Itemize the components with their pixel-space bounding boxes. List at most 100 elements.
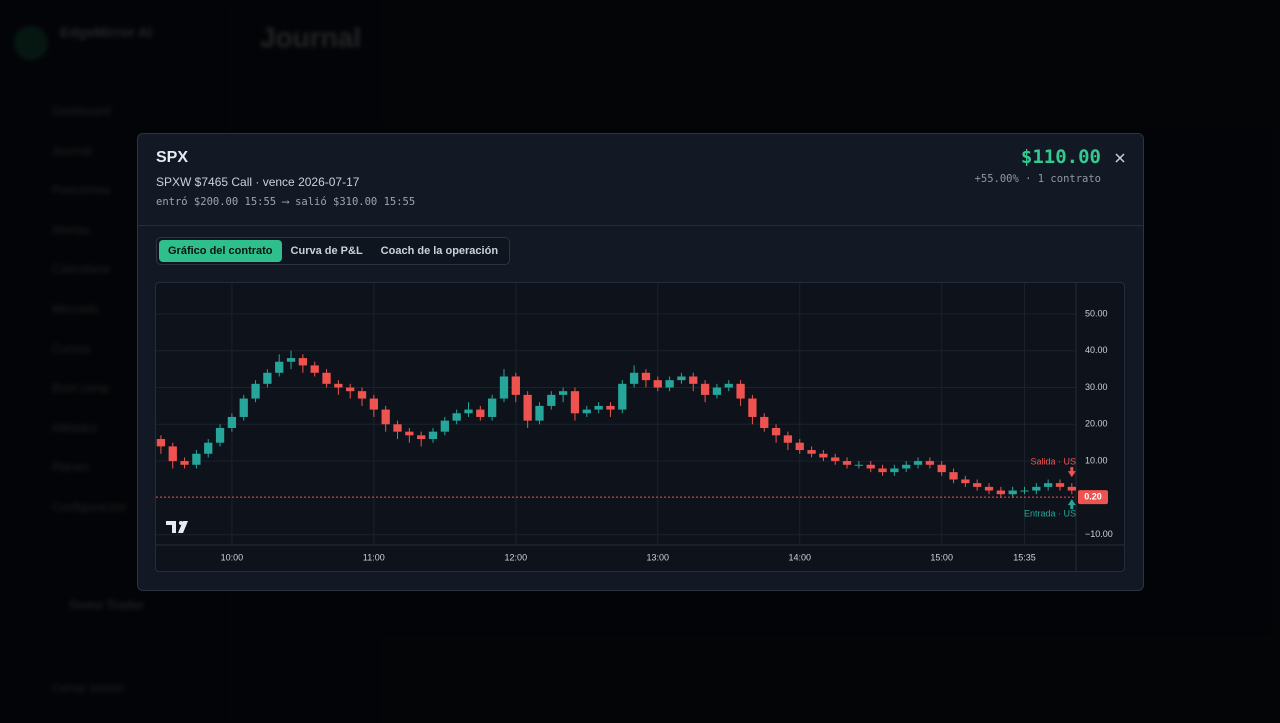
candle-body [819, 453, 828, 458]
nav-item[interactable]: Boot camp [52, 381, 110, 396]
candle-body [570, 391, 580, 414]
candle-body [842, 461, 852, 465]
candle-body [239, 398, 248, 417]
page-title: Journal [260, 22, 362, 53]
candle-body [866, 464, 875, 469]
candle-body [712, 387, 722, 395]
candle-body [180, 461, 189, 465]
pnl: $110.00 [1020, 146, 1101, 168]
candle-body [275, 361, 284, 373]
contract: SPXW $7465 Call · vence 2026-07-17 [156, 175, 360, 189]
candle-body [523, 394, 532, 421]
candle-body [783, 435, 793, 443]
candle-body [925, 461, 935, 465]
nav-item[interactable]: Alertas [52, 222, 90, 237]
candle-body [641, 372, 651, 381]
candle-body [547, 394, 556, 406]
tabs: Gráfico del contrato Curva de P&L Coach de… [156, 237, 511, 265]
candle-body [168, 446, 177, 462]
candle-body [736, 383, 745, 399]
candle-body [417, 435, 426, 440]
nav-item[interactable]: Journal [52, 143, 92, 158]
x-tick-label: 15:00 [930, 552, 953, 562]
candle-body [949, 472, 958, 480]
y-tick-label: 20.00 [1085, 419, 1108, 429]
close-button[interactable] [1115, 153, 1125, 163]
y-tick-label: 40.00 [1085, 345, 1108, 355]
candle-body [629, 372, 639, 384]
y-tick-label: 30.00 [1085, 382, 1108, 392]
candle-body [251, 383, 260, 399]
nav-item[interactable]: Dashboard [52, 104, 111, 118]
candle-body [511, 376, 520, 395]
candle-body [1020, 490, 1029, 492]
candle-body [760, 416, 769, 428]
x-tick-label: 14:00 [788, 552, 811, 562]
candle-body [476, 409, 485, 417]
candle-body [665, 380, 674, 388]
nav-item[interactable]: Configuración [52, 500, 127, 514]
tab[interactable]: Coach de la operación [380, 245, 499, 257]
candle-body [346, 387, 355, 392]
candle-body [913, 461, 923, 465]
logo [14, 26, 48, 60]
candle-body [1032, 486, 1041, 491]
y-tick-label: −10.00 [1085, 529, 1113, 539]
candle-body [405, 431, 414, 436]
nav-item[interactable]: Cursos [52, 341, 91, 356]
candle-body [689, 376, 698, 384]
nav-item[interactable]: Planes [52, 460, 89, 475]
candle-body [1044, 483, 1053, 487]
candle-body [192, 453, 201, 465]
candle-body [452, 413, 461, 421]
tv-logo [166, 521, 188, 533]
candle-body [653, 380, 662, 388]
candle-body [996, 490, 1005, 495]
candle-body [878, 468, 887, 473]
nav-item[interactable]: Posiciones [52, 183, 111, 198]
candle-body [322, 372, 331, 384]
candle-body [156, 439, 166, 447]
candle-body [700, 383, 710, 395]
x-tick-label: 12:00 [505, 552, 528, 562]
candle-body [204, 442, 213, 454]
x-tick-label: 13:00 [647, 552, 670, 562]
candle-body [558, 391, 568, 395]
candle-body [582, 409, 591, 414]
candle-body [381, 409, 390, 425]
y-tick-label: 50.00 [1085, 308, 1108, 318]
candle-body [499, 376, 509, 399]
price-label-bg [1078, 490, 1108, 505]
symbol: SPX [156, 149, 189, 166]
nav-item[interactable]: Calendario [52, 262, 111, 277]
tab[interactable]: Gráfico del contrato [159, 240, 282, 262]
pnl-detail: +55.00% · 1 contrato [974, 173, 1101, 185]
candle-body [1008, 490, 1017, 495]
logout[interactable]: Cerrar sesión [52, 681, 125, 695]
y-tick-label: 10.00 [1085, 455, 1108, 465]
sidebar: EdgeMirror AI Dashboard Journal Posiciones… [0, 0, 231, 723]
chart-box: 50.00 40.00 30.00 20.00 10.00 −10.00 10:00 11:0… [155, 282, 1125, 572]
candle-body [393, 424, 402, 432]
candle-body [961, 479, 970, 484]
trade-summary: entró $200.00 15:55 ⟶ salió $310.00 15:5… [156, 196, 416, 208]
candle-body [724, 383, 733, 388]
tab[interactable]: Curva de P&L [290, 245, 363, 257]
candle-body [263, 372, 272, 384]
exit-marker [1067, 467, 1076, 478]
candle-body [807, 450, 816, 454]
candle-body [464, 409, 473, 414]
candle-body [594, 405, 603, 410]
candle-body [831, 457, 840, 462]
candle-body [984, 486, 994, 491]
brand: EdgeMirror AI [60, 24, 153, 40]
candle-body [357, 391, 367, 399]
nav-item[interactable]: Mercado [52, 302, 99, 316]
candle-body [286, 358, 296, 362]
candle-body [890, 468, 899, 473]
candle-body [298, 358, 308, 366]
entry-label: Entrada · US [1024, 508, 1076, 518]
nav-item[interactable]: Afiliados [52, 420, 98, 435]
candle-body [535, 405, 544, 421]
candle-body [310, 365, 319, 373]
